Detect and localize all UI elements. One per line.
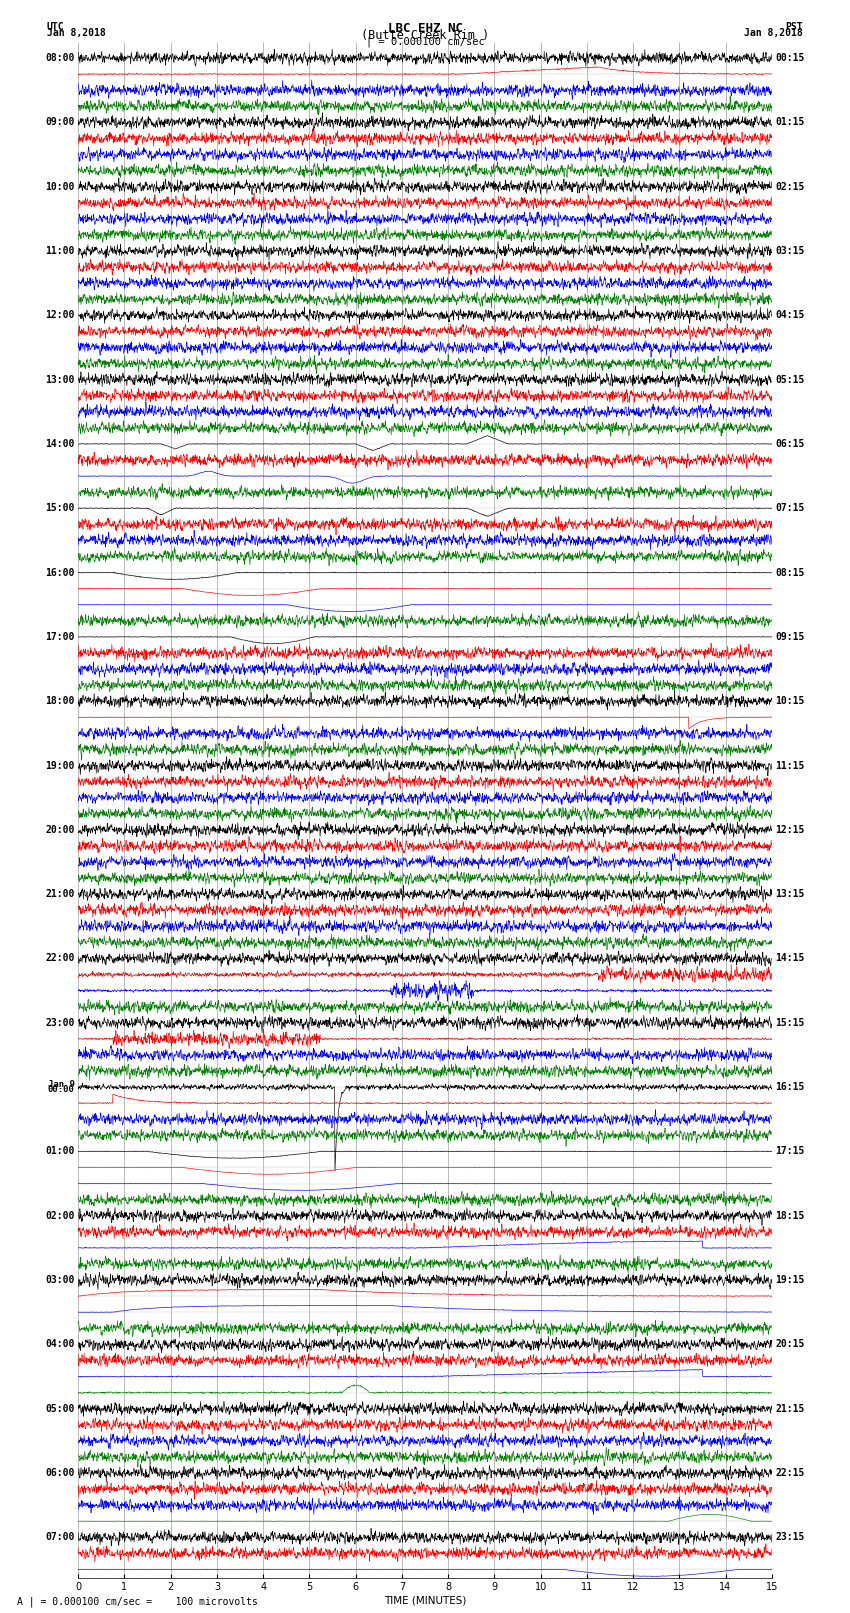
Text: 06:15: 06:15 — [775, 439, 805, 448]
Text: 03:00: 03:00 — [45, 1274, 75, 1286]
Text: 01:00: 01:00 — [45, 1147, 75, 1157]
Text: 12:00: 12:00 — [45, 310, 75, 321]
Text: 21:15: 21:15 — [775, 1403, 805, 1413]
Text: 21:00: 21:00 — [45, 889, 75, 898]
Text: 10:15: 10:15 — [775, 697, 805, 706]
Text: 18:00: 18:00 — [45, 697, 75, 706]
Text: 02:00: 02:00 — [45, 1211, 75, 1221]
Text: 08:00: 08:00 — [45, 53, 75, 63]
Text: 17:00: 17:00 — [45, 632, 75, 642]
Text: 13:00: 13:00 — [45, 374, 75, 384]
Text: 10:00: 10:00 — [45, 182, 75, 192]
Text: 06:00: 06:00 — [45, 1468, 75, 1478]
Text: 09:15: 09:15 — [775, 632, 805, 642]
Text: 18:15: 18:15 — [775, 1211, 805, 1221]
Text: 14:00: 14:00 — [45, 439, 75, 448]
Text: 04:00: 04:00 — [45, 1339, 75, 1350]
Text: 07:15: 07:15 — [775, 503, 805, 513]
Text: 12:15: 12:15 — [775, 824, 805, 836]
Text: 11:00: 11:00 — [45, 245, 75, 256]
Text: 22:00: 22:00 — [45, 953, 75, 963]
Text: 23:15: 23:15 — [775, 1532, 805, 1542]
Text: 01:15: 01:15 — [775, 118, 805, 127]
Text: PST: PST — [785, 23, 803, 32]
Text: 20:00: 20:00 — [45, 824, 75, 836]
Text: 23:00: 23:00 — [45, 1018, 75, 1027]
Text: A | = 0.000100 cm/sec =    100 microvolts: A | = 0.000100 cm/sec = 100 microvolts — [17, 1595, 258, 1607]
Text: 16:15: 16:15 — [775, 1082, 805, 1092]
X-axis label: TIME (MINUTES): TIME (MINUTES) — [384, 1595, 466, 1605]
Text: 00:15: 00:15 — [775, 53, 805, 63]
Text: 17:15: 17:15 — [775, 1147, 805, 1157]
Text: Jan 8,2018: Jan 8,2018 — [47, 29, 105, 39]
Text: 00:00: 00:00 — [48, 1086, 75, 1094]
Text: | = 0.000100 cm/sec: | = 0.000100 cm/sec — [366, 37, 484, 47]
Text: 03:15: 03:15 — [775, 245, 805, 256]
Text: 13:15: 13:15 — [775, 889, 805, 898]
Text: 15:15: 15:15 — [775, 1018, 805, 1027]
Text: (Butte Creek Rim ): (Butte Creek Rim ) — [361, 29, 489, 42]
Text: UTC: UTC — [47, 23, 65, 32]
Text: 08:15: 08:15 — [775, 568, 805, 577]
Text: 05:15: 05:15 — [775, 374, 805, 384]
Text: 19:15: 19:15 — [775, 1274, 805, 1286]
Text: 20:15: 20:15 — [775, 1339, 805, 1350]
Text: Jan 9: Jan 9 — [48, 1081, 75, 1089]
Text: 15:00: 15:00 — [45, 503, 75, 513]
Text: 02:15: 02:15 — [775, 182, 805, 192]
Text: 07:00: 07:00 — [45, 1532, 75, 1542]
Text: 05:00: 05:00 — [45, 1403, 75, 1413]
Text: 09:00: 09:00 — [45, 118, 75, 127]
Text: Jan 8,2018: Jan 8,2018 — [745, 29, 803, 39]
Text: 19:00: 19:00 — [45, 760, 75, 771]
Text: 14:15: 14:15 — [775, 953, 805, 963]
Text: 22:15: 22:15 — [775, 1468, 805, 1478]
Text: LBC EHZ NC: LBC EHZ NC — [388, 23, 462, 35]
Text: 11:15: 11:15 — [775, 760, 805, 771]
Text: 16:00: 16:00 — [45, 568, 75, 577]
Text: 04:15: 04:15 — [775, 310, 805, 321]
